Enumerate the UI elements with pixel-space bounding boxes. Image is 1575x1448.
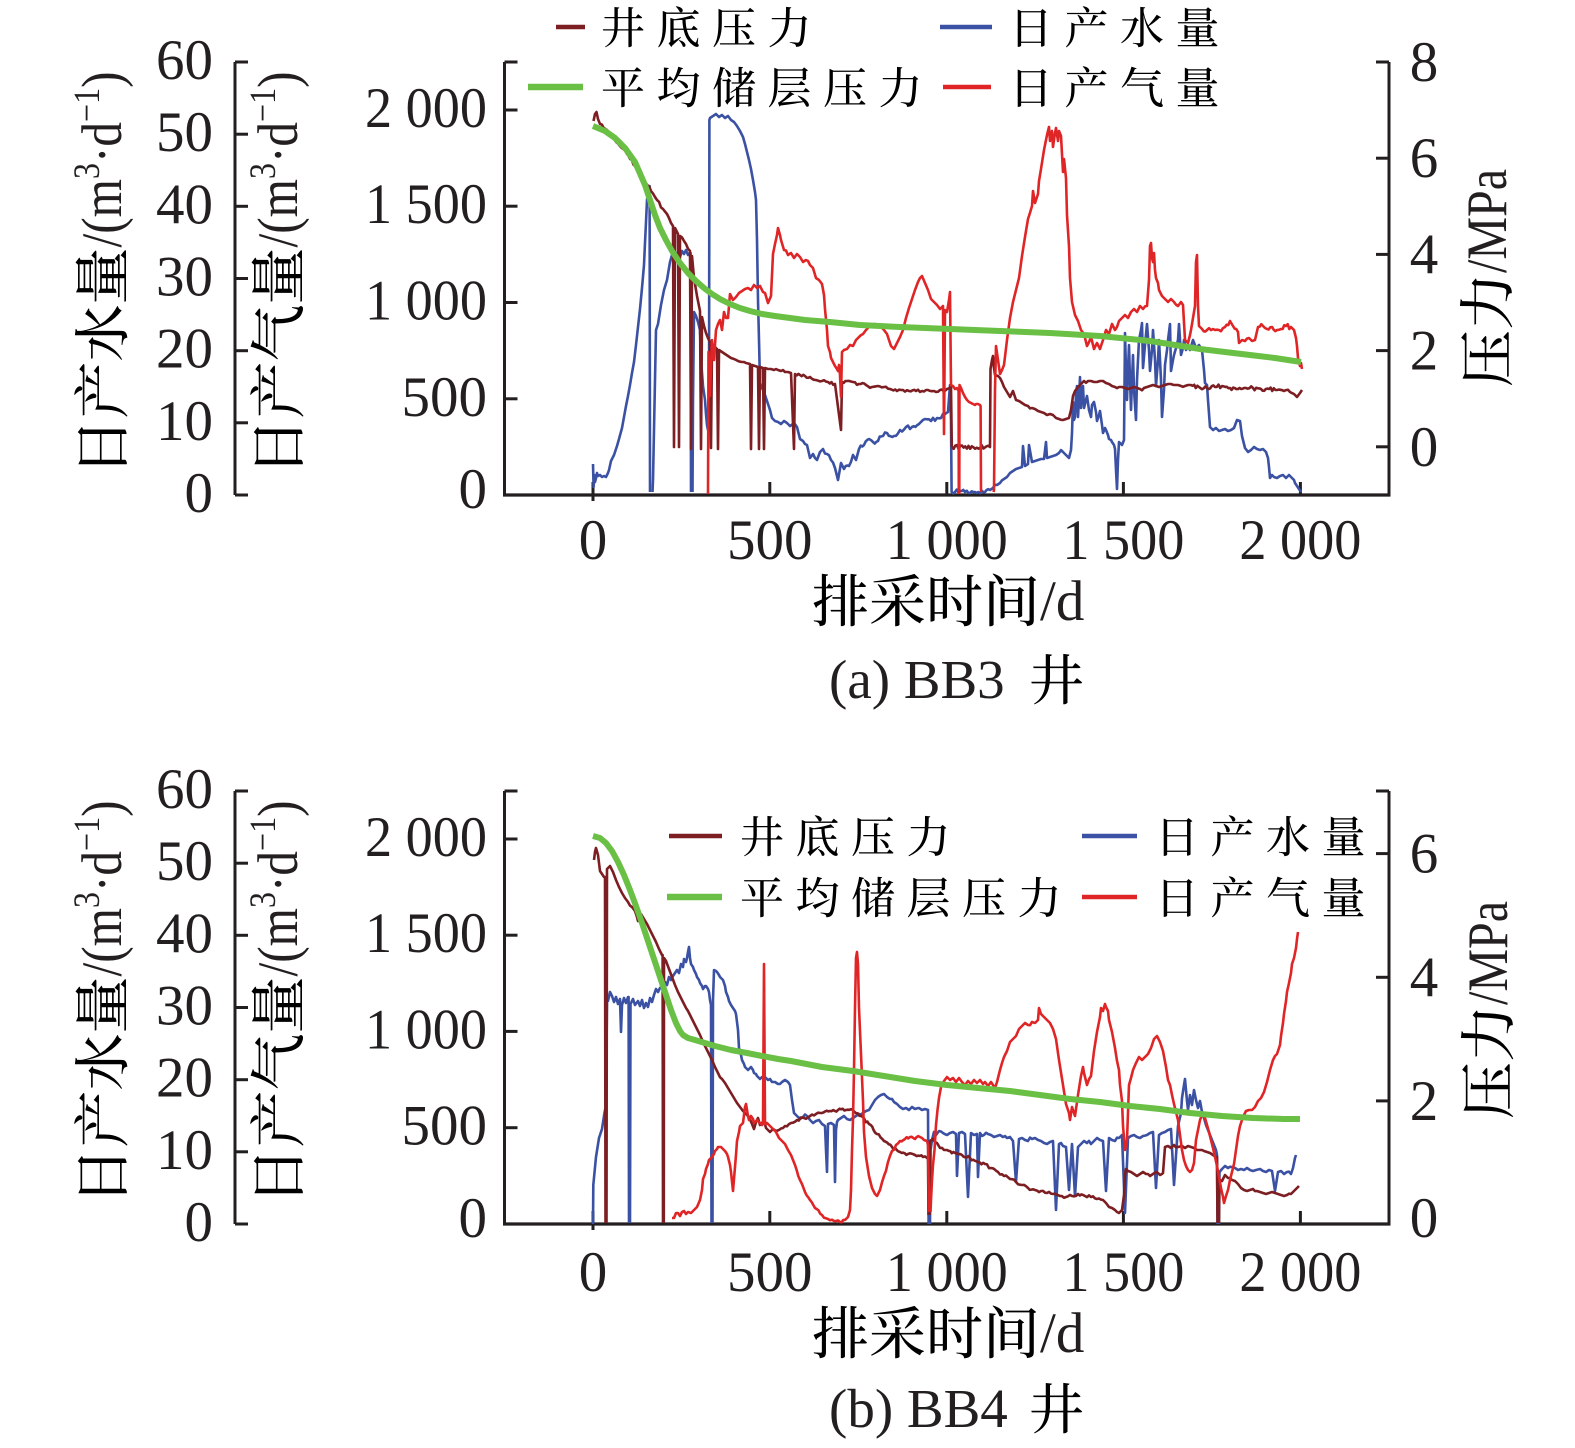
- svg-text:/MPa: /MPa: [1457, 901, 1520, 1005]
- svg-text:/d: /d: [1040, 1302, 1084, 1365]
- svg-text:/d: /d: [1040, 570, 1084, 633]
- svg-text:0: 0: [185, 1191, 214, 1254]
- svg-text:0: 0: [579, 1241, 608, 1304]
- svg-text:1 500: 1 500: [365, 902, 487, 965]
- svg-text:0: 0: [1410, 1187, 1439, 1250]
- svg-text:20: 20: [156, 318, 213, 381]
- svg-text:1 500: 1 500: [365, 173, 487, 236]
- svg-text:1 000: 1 000: [886, 1241, 1008, 1304]
- svg-text:2 000: 2 000: [365, 806, 487, 869]
- svg-text:0: 0: [459, 1187, 488, 1250]
- svg-text:0: 0: [459, 458, 488, 521]
- svg-text:(b) BB4: (b) BB4: [829, 1378, 1008, 1439]
- svg-text:1 000: 1 000: [365, 270, 487, 333]
- svg-text:1 500: 1 500: [1062, 1241, 1184, 1304]
- svg-text:40: 40: [156, 902, 213, 965]
- svg-text:60: 60: [156, 758, 213, 821]
- svg-text:2 000: 2 000: [1239, 1241, 1361, 1304]
- svg-text:2 000: 2 000: [365, 77, 487, 140]
- svg-text:500: 500: [727, 1241, 813, 1304]
- svg-text:4: 4: [1410, 223, 1439, 286]
- svg-text:0: 0: [579, 509, 608, 572]
- svg-text:500: 500: [402, 1095, 488, 1158]
- svg-text:6: 6: [1410, 823, 1439, 886]
- svg-text:8: 8: [1410, 31, 1439, 94]
- svg-text:2: 2: [1410, 320, 1439, 383]
- svg-text:30: 30: [156, 975, 213, 1038]
- svg-text:500: 500: [402, 366, 488, 429]
- svg-text:1 500: 1 500: [1062, 509, 1184, 572]
- svg-text:2: 2: [1410, 1070, 1439, 1133]
- svg-text:50: 50: [156, 830, 213, 893]
- svg-text:/MPa: /MPa: [1456, 169, 1519, 273]
- svg-text:1 000: 1 000: [886, 509, 1008, 572]
- svg-text:20: 20: [156, 1047, 213, 1110]
- svg-text:6: 6: [1410, 127, 1439, 190]
- svg-text:0: 0: [1410, 416, 1439, 479]
- svg-text:1 000: 1 000: [365, 998, 487, 1061]
- svg-text:500: 500: [727, 509, 813, 572]
- svg-text:50: 50: [156, 101, 213, 164]
- svg-text:2 000: 2 000: [1239, 509, 1361, 572]
- svg-text:40: 40: [156, 173, 213, 236]
- svg-text:/(m3·d−1): /(m3·d−1): [67, 801, 134, 977]
- svg-text:4: 4: [1410, 946, 1439, 1009]
- svg-text:0: 0: [185, 462, 214, 525]
- svg-text:60: 60: [156, 29, 213, 92]
- svg-text:10: 10: [156, 1119, 213, 1182]
- svg-text:30: 30: [156, 246, 213, 309]
- svg-text:(a) BB3: (a) BB3: [829, 649, 1005, 710]
- svg-text:10: 10: [156, 390, 213, 453]
